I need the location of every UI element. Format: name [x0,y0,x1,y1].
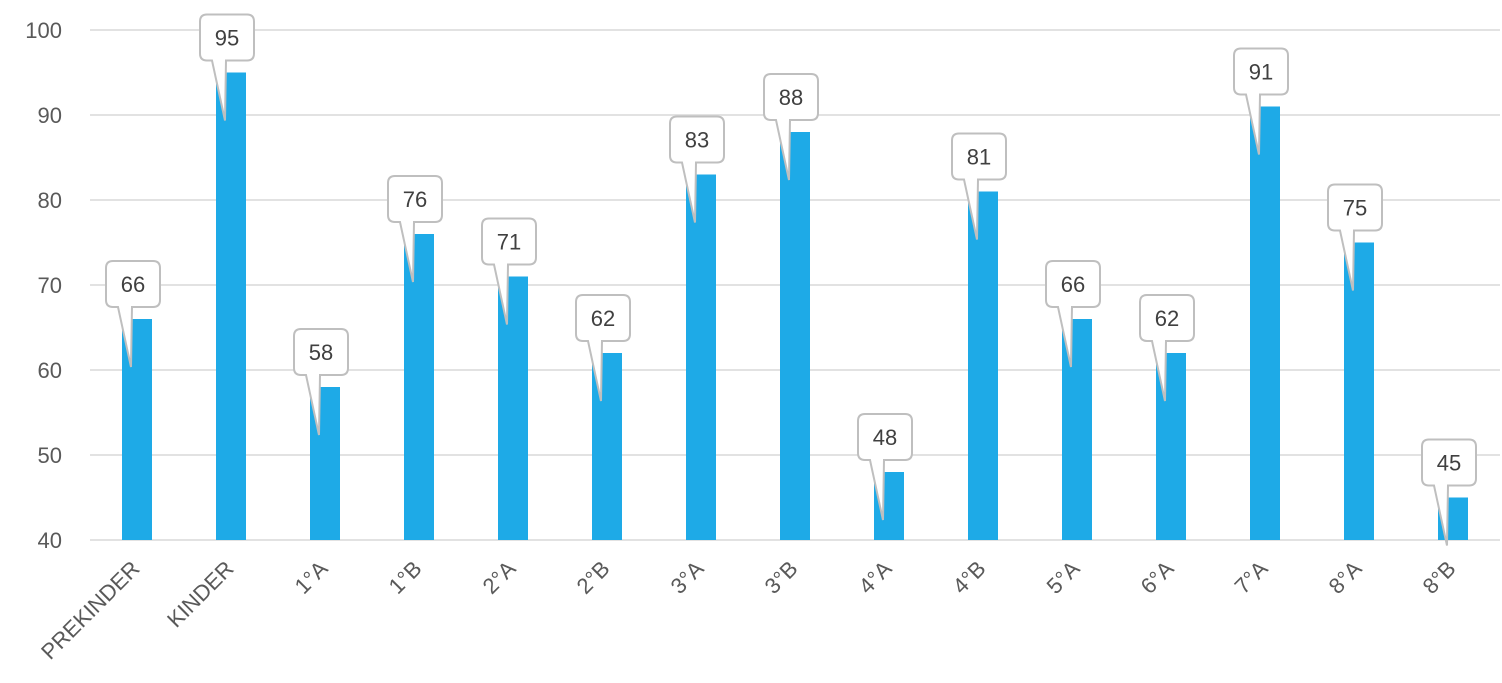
x-tick-label: PREKINDER [36,556,144,664]
data-label-callout [1421,438,1477,546]
data-label: 66 [1045,260,1101,368]
x-tick-label: 4°B [948,556,991,599]
data-label: 62 [1139,294,1195,402]
data-label: 95 [199,13,255,121]
data-label-callout [951,132,1007,240]
bar [968,191,998,540]
x-tick-label: 6°A [1136,556,1179,599]
data-label-callout [1045,260,1101,368]
data-label: 48 [857,413,913,521]
data-label: 45 [1421,438,1477,546]
data-label: 71 [481,217,537,325]
x-tick-label: 4°A [854,556,897,599]
data-label: 76 [387,175,443,283]
bar [1344,242,1374,540]
data-label-value: 71 [497,230,521,255]
data-label: 58 [293,328,349,436]
data-label-callout [763,73,819,181]
data-label-callout [1327,183,1383,291]
x-tick-label: 8°B [1418,556,1461,599]
data-label-value: 48 [873,425,897,450]
data-label-value: 81 [967,145,991,170]
data-label-callout [575,294,631,402]
data-label-callout [1139,294,1195,402]
y-tick-label: 90 [38,103,62,128]
x-axis-tick-labels: PREKINDER KINDER 1°A 1°B 2°A 2°B 3°A 3°B 4°A 4°B 5… [36,556,1460,665]
data-label: 88 [763,73,819,181]
data-label: 75 [1327,183,1383,291]
data-label: 81 [951,132,1007,240]
y-axis-tick-labels: 40 50 60 70 80 90 100 [25,18,62,553]
x-tick-label: 2°A [478,556,521,599]
data-label-value: 75 [1343,196,1367,221]
data-label-callout [199,13,255,121]
x-tick-label: 1°A [290,556,333,599]
bar [122,319,152,540]
x-tick-label: 3°A [666,556,709,599]
bar [686,174,716,540]
x-tick-label: 7°A [1230,556,1273,599]
data-label-value: 76 [403,187,427,212]
data-label-callout [1233,47,1289,155]
bar [1250,106,1280,540]
data-label: 91 [1233,47,1289,155]
data-label: 62 [575,294,631,402]
x-tick-label: 2°B [572,556,615,599]
data-label-callout [293,328,349,436]
data-label-callout [481,217,537,325]
bar [498,276,528,540]
y-tick-label: 100 [25,18,62,43]
data-labels: 66 95 58 76 71 62 83 88 48 81 66 62 91 75 45 [105,13,1477,546]
y-tick-label: 60 [38,358,62,383]
bar [216,72,246,540]
x-tick-label: 1°B [384,556,427,599]
data-label: 83 [669,115,725,223]
data-label-value: 66 [121,272,145,297]
data-label-value: 62 [591,306,615,331]
data-label: 66 [105,260,161,368]
data-label-value: 83 [685,128,709,153]
data-label-value: 58 [309,340,333,365]
data-label-value: 45 [1437,451,1461,476]
data-label-value: 62 [1155,306,1179,331]
bars [122,72,1468,540]
data-label-value: 88 [779,85,803,110]
data-label-callout [857,413,913,521]
data-label-callout [387,175,443,283]
bar [404,234,434,540]
data-label-value: 95 [215,26,239,51]
x-tick-label: 8°A [1324,556,1367,599]
data-label-callout [105,260,161,368]
data-label-value: 91 [1249,60,1273,85]
data-label-value: 66 [1061,272,1085,297]
x-tick-label: KINDER [162,556,238,632]
y-tick-label: 40 [38,528,62,553]
x-tick-label: 3°B [760,556,803,599]
x-tick-label: 5°A [1042,556,1085,599]
bar [780,132,810,540]
y-tick-label: 70 [38,273,62,298]
bar [1062,319,1092,540]
y-tick-label: 50 [38,443,62,468]
y-tick-label: 80 [38,188,62,213]
data-label-callout [669,115,725,223]
